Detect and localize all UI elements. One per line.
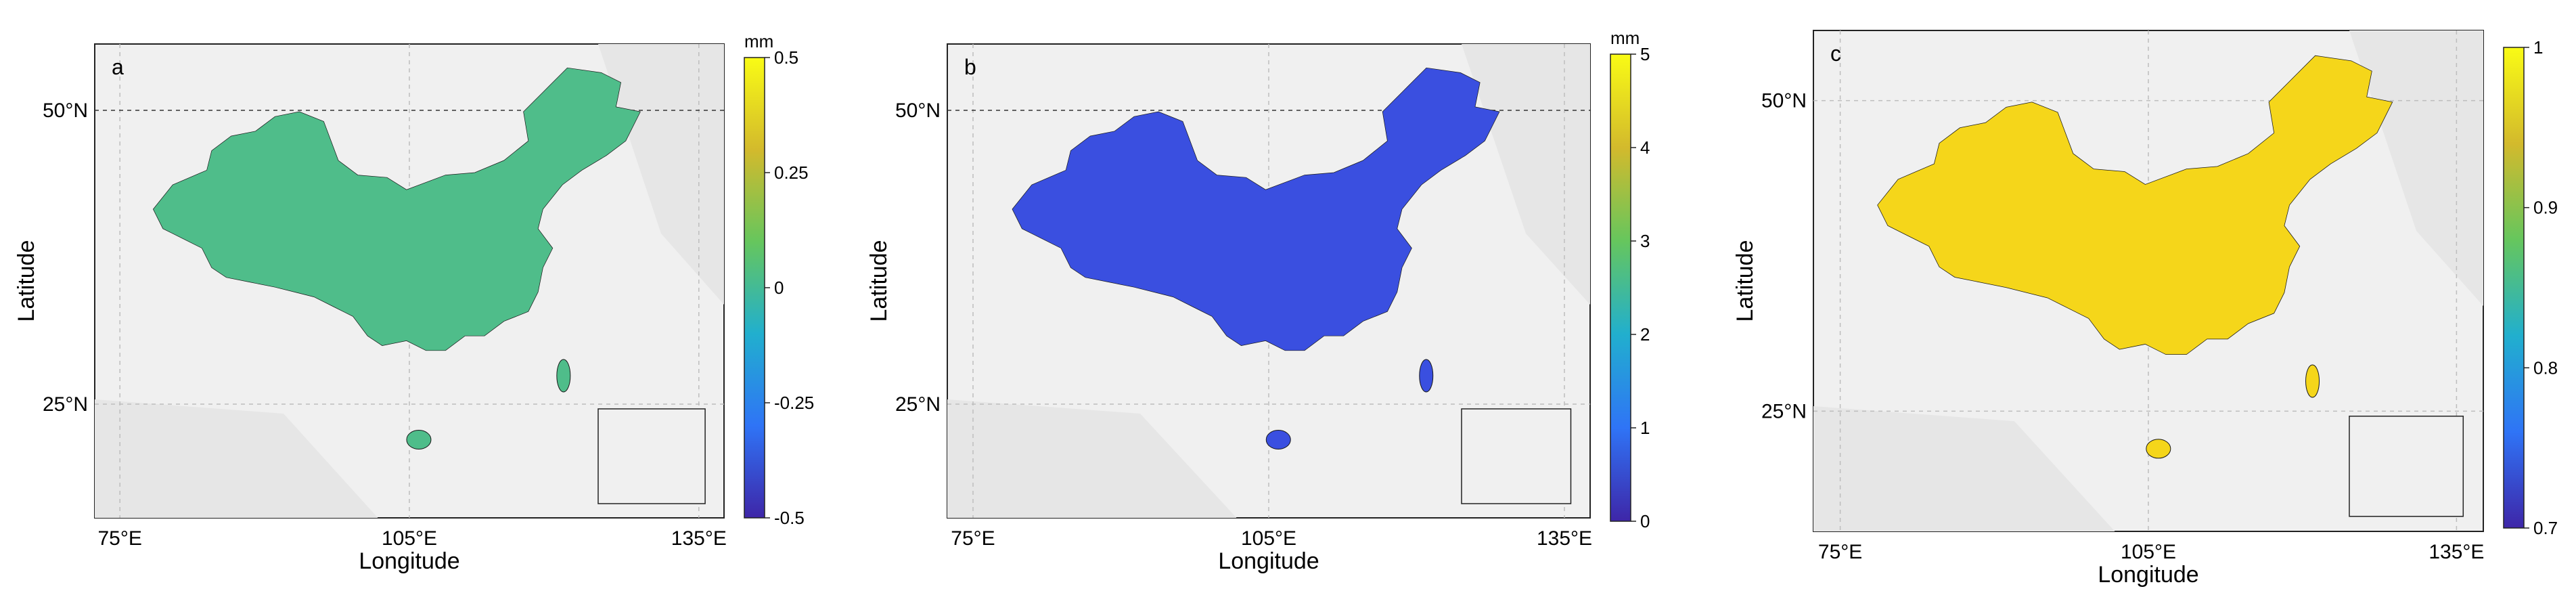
y-axis-label: Latitude bbox=[1732, 240, 1758, 322]
colorbar-tick-label: 0 bbox=[1640, 511, 1650, 531]
neighbour-land bbox=[1813, 406, 2115, 531]
panel-label: b bbox=[964, 55, 976, 79]
panel-label: a bbox=[112, 55, 124, 79]
y-tick-label: 50°N bbox=[895, 100, 941, 122]
colorbar-tick-label: 0 bbox=[774, 278, 784, 298]
x-axis-label: Longitude bbox=[1218, 548, 1319, 574]
x-tick-label: 105°E bbox=[1241, 527, 1296, 550]
neighbour-land bbox=[947, 399, 1237, 518]
x-tick-label: 135°E bbox=[671, 527, 727, 550]
y-axis-label: Latitude bbox=[14, 240, 39, 322]
colorbar bbox=[2503, 47, 2525, 529]
colorbar-tick-label: 5 bbox=[1640, 44, 1650, 64]
x-tick-label: 75°E bbox=[1818, 541, 1862, 563]
colorbar-tick-label: 0.9 bbox=[2533, 198, 2558, 218]
y-tick-label: 25°N bbox=[43, 393, 88, 416]
colorbar-tick-label: 0.25 bbox=[774, 162, 809, 183]
colorbar-unit: mm bbox=[1610, 28, 1640, 48]
south-china-sea-inset bbox=[597, 408, 706, 504]
panel-c: c 75°E 105°E 135°E 50°N 25°N Longitude Latitude… bbox=[1732, 30, 2558, 588]
y-tick-label: 50°N bbox=[43, 100, 88, 122]
hainan-island bbox=[1265, 430, 1291, 449]
colorbar-tick-label: 1 bbox=[2533, 37, 2543, 58]
y-tick-label: 50°N bbox=[1761, 90, 1807, 112]
colorbar-tick-label: 3 bbox=[1640, 231, 1650, 251]
panel-b: b 75°E 105°E 135°E 50°N 25°N Longitude Latitude… bbox=[866, 28, 1650, 574]
neighbour-land bbox=[95, 399, 378, 518]
x-tick-label: 75°E bbox=[951, 527, 995, 550]
neighbour-land bbox=[598, 44, 724, 305]
taiwan-island bbox=[556, 359, 571, 393]
panel-a: a 75°E 105°E 135°E 50°N 25°N Longitude Latitude… bbox=[14, 31, 814, 574]
y-tick-label: 25°N bbox=[1761, 400, 1807, 422]
x-tick-label: 135°E bbox=[1537, 527, 1592, 550]
x-axis-label: Longitude bbox=[2098, 562, 2198, 588]
y-tick-label: 25°N bbox=[895, 393, 941, 416]
x-tick-label: 75°E bbox=[98, 527, 142, 550]
colorbar-tick-label: 4 bbox=[1640, 137, 1650, 158]
colorbar-tick-label: 0.8 bbox=[2533, 357, 2558, 378]
y-axis-label: Latitude bbox=[866, 240, 892, 322]
x-axis-label: Longitude bbox=[359, 548, 459, 574]
x-tick-label: 105°E bbox=[2121, 541, 2176, 563]
south-china-sea-inset bbox=[1461, 408, 1572, 504]
x-tick-label: 105°E bbox=[382, 527, 437, 550]
neighbour-land bbox=[1462, 44, 1590, 305]
x-tick-label: 135°E bbox=[2428, 541, 2484, 563]
colorbar bbox=[744, 57, 765, 519]
taiwan-island bbox=[2305, 364, 2320, 398]
south-china-sea-inset bbox=[2349, 416, 2464, 517]
colorbar-tick-label: -0.5 bbox=[774, 508, 805, 528]
colorbar-tick-label: 0.7 bbox=[2533, 518, 2558, 538]
neighbour-land bbox=[2349, 30, 2483, 306]
colorbar-unit: mm bbox=[744, 31, 773, 51]
hainan-island bbox=[406, 430, 432, 449]
colorbar-tick-label: 0.5 bbox=[774, 47, 798, 68]
hainan-island bbox=[2146, 439, 2171, 459]
panel-label: c bbox=[1830, 41, 1841, 66]
colorbar-tick-label: 1 bbox=[1640, 418, 1650, 438]
colorbar-tick-label: 2 bbox=[1640, 324, 1650, 345]
colorbar bbox=[1610, 53, 1631, 522]
colorbar-tick-label: -0.25 bbox=[774, 393, 814, 413]
taiwan-island bbox=[1419, 359, 1434, 393]
